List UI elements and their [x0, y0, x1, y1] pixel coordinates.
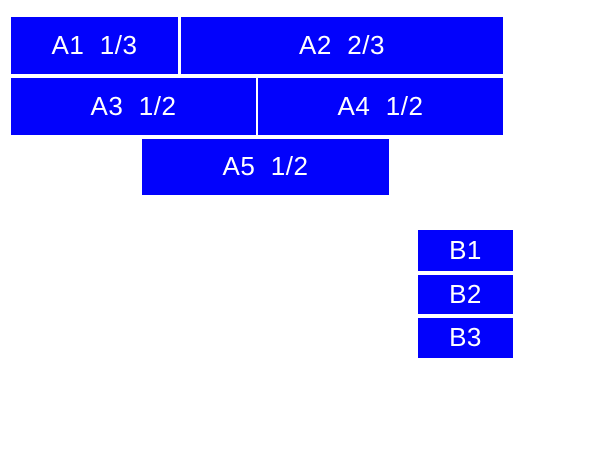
flex-item-a4: A4 1/2 — [258, 78, 503, 135]
flex-item-a2: A2 2/3 — [181, 17, 503, 74]
flex-item-b3-label: B3 — [449, 322, 482, 352]
flex-item-a5-label: A5 1/2 — [222, 151, 309, 181]
flex-item-b1-label: B1 — [449, 234, 482, 265]
flex-item-a5: A5 1/2 — [142, 139, 389, 195]
flex-item-b1: B1 — [418, 230, 513, 271]
flex-item-a1: A1 1/3 — [11, 17, 178, 74]
flex-item-a3: A3 1/2 — [11, 78, 256, 135]
flex-item-b2: B2 — [418, 275, 513, 314]
flex-item-a4-label: A4 1/2 — [337, 90, 424, 121]
flex-item-a1-label: A1 1/3 — [51, 29, 138, 60]
flex-item-a3-label: A3 1/2 — [90, 90, 177, 121]
flex-item-a2-label: A2 2/3 — [299, 29, 385, 60]
flex-item-b2-label: B2 — [449, 278, 482, 309]
flex-item-b3: B3 — [418, 318, 513, 358]
